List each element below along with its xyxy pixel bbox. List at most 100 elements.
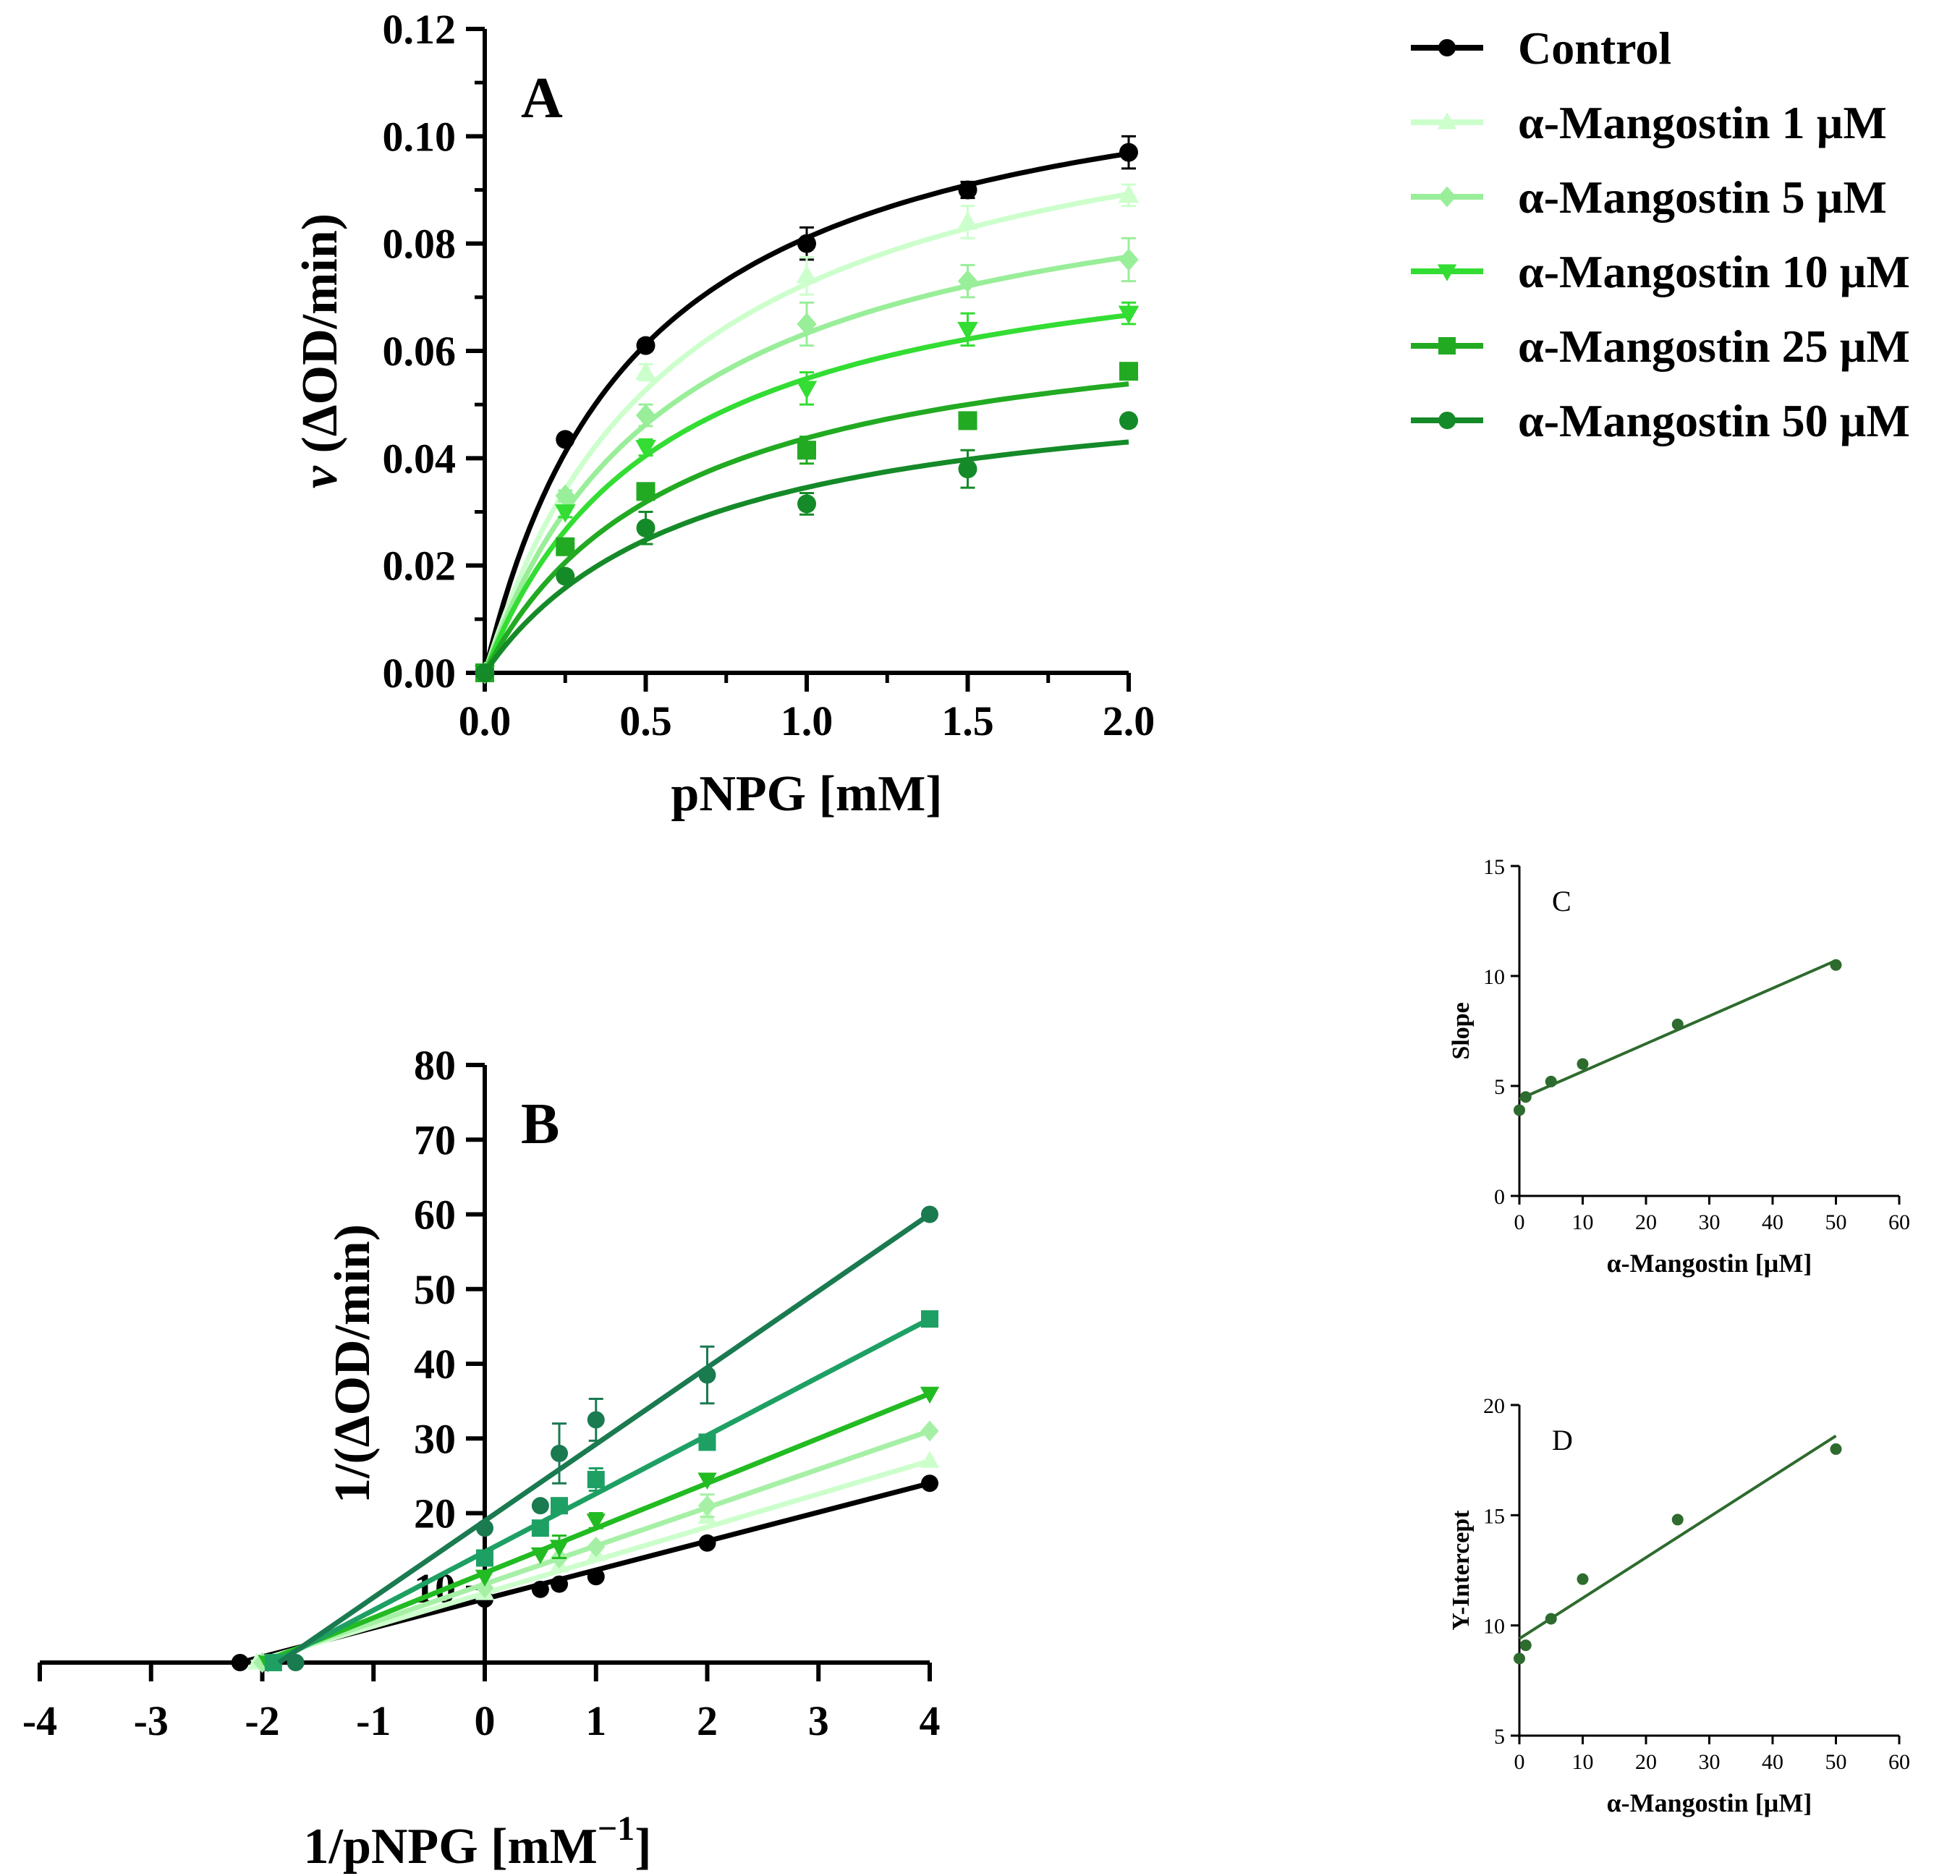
data-point [1118, 305, 1140, 325]
data-point [476, 1549, 493, 1567]
data-point [1119, 248, 1139, 271]
x-tick-label: 2 [697, 1697, 718, 1744]
y-axis-title: Slope [1448, 1002, 1475, 1059]
legend-swatch-marker [1437, 112, 1457, 130]
panel-label-a: A [521, 67, 563, 130]
y-tick-label: 0.04 [383, 435, 457, 482]
x-tick-label: -4 [22, 1697, 57, 1744]
x-axis-title-superscript: −1 [598, 1809, 635, 1848]
data-point [698, 1433, 716, 1451]
data-point [587, 1568, 605, 1586]
data-point [1519, 1091, 1532, 1103]
data-point [287, 1654, 305, 1671]
series-4 [475, 362, 1138, 682]
series-3 [258, 1386, 940, 1673]
y-tick-label: 70 [414, 1116, 456, 1163]
x-tick-label: 60 [1888, 1750, 1910, 1774]
x-tick-label: 1.0 [781, 697, 833, 744]
y-axis-title: Y-Intercept [1448, 1510, 1475, 1631]
fit-line [277, 1212, 931, 1665]
x-axis-title: α-Mangostin [µM] [1607, 1788, 1812, 1817]
data-point [1119, 362, 1138, 381]
data-point [1514, 1652, 1525, 1665]
chart-panel-a: 0.00 0.02 0.04 0.06 0.08 0.10 0.12 0.0 0.5 1.0 1.5… [292, 6, 1155, 822]
legend-swatch-marker [1438, 412, 1456, 429]
x-axis-title: pNPG [mM] [671, 766, 942, 822]
y-axis-title: v (ΔOD/min) [292, 213, 348, 488]
data-point [531, 1497, 549, 1515]
data-point [796, 265, 818, 284]
data-point [797, 494, 816, 514]
data-point [958, 180, 977, 200]
x-tick-label: 0 [1514, 1750, 1525, 1774]
y-tick-label: 20 [1483, 1394, 1505, 1418]
data-point [1545, 1075, 1557, 1087]
x-axis-title: α-Mangostin [µM] [1607, 1249, 1812, 1278]
x-tick-label: 20 [1635, 1750, 1657, 1774]
x-tick-label: 1.5 [941, 697, 994, 744]
x-tick-label: 0.0 [459, 697, 512, 744]
data-point [635, 404, 656, 427]
data-point [476, 1519, 493, 1537]
series-4 [264, 1310, 938, 1671]
x-tick-label: 2.0 [1103, 697, 1155, 744]
data-point [1671, 1514, 1684, 1526]
y-axis-title-italic: v [292, 465, 348, 488]
y-tick-label: 5 [1494, 1725, 1505, 1749]
x-tick-label: 50 [1825, 1750, 1847, 1774]
y-tick-label: 50 [414, 1266, 456, 1313]
panel-label-b: B [521, 1092, 559, 1156]
y-tick-label: 0 [1494, 1185, 1505, 1209]
chart-panel-c: 0 5 10 15 0 10 20 30 40 50 60 α-Mangostin [µM] Slope… [1448, 855, 1910, 1278]
x-tick-label: 3 [808, 1697, 829, 1744]
data-point [697, 1495, 717, 1516]
x-tick-label: -3 [134, 1697, 169, 1744]
data-point [530, 1547, 551, 1565]
fit-curve [483, 439, 1129, 675]
data-point [957, 321, 978, 341]
y-tick-label: 15 [1483, 855, 1505, 879]
data-point [587, 1536, 606, 1558]
y-tick-label: 0.02 [383, 543, 457, 590]
data-point [1671, 1018, 1684, 1030]
data-point [587, 1411, 605, 1429]
fit-line [250, 1458, 930, 1665]
legend-swatch-marker [1438, 186, 1456, 208]
y-axis-title-rest: (ΔOD/min) [292, 213, 348, 466]
data-point [636, 482, 656, 501]
data-point [551, 1575, 569, 1593]
x-tick-label: 0 [475, 1697, 496, 1744]
data-point [921, 1205, 938, 1223]
x-tick-label: 40 [1762, 1210, 1783, 1234]
legend-swatch-marker [1437, 264, 1457, 281]
y-tick-label: 0.08 [383, 221, 457, 268]
data-point [531, 1519, 549, 1537]
data-point [1119, 143, 1138, 162]
y-tick-label: 80 [414, 1042, 456, 1089]
x-tick-label: 40 [1762, 1750, 1783, 1774]
y-tick-label: 0.12 [383, 6, 457, 53]
legend-swatch-marker [1438, 39, 1456, 56]
series-5 [475, 411, 1138, 682]
data-point [554, 504, 576, 523]
y-tick-label: 15 [1483, 1504, 1505, 1528]
data-point [556, 430, 575, 449]
data-point [231, 1654, 249, 1671]
data-point [635, 440, 656, 459]
x-tick-label: 10 [1572, 1750, 1594, 1774]
x-tick-label: 50 [1825, 1210, 1847, 1234]
legend-item-3: α-Mangostin 10 µM [1411, 246, 1910, 297]
data-point [958, 459, 977, 479]
data-point [920, 1386, 940, 1404]
panel-label: C [1552, 885, 1571, 917]
y-tick-label: 20 [414, 1490, 456, 1537]
panel-label: D [1552, 1424, 1573, 1456]
data-point [1577, 1058, 1589, 1070]
legend-item-2: α-Mangostin 5 µM [1411, 171, 1887, 223]
chart-panel-d: 5 10 15 20 0 10 20 30 40 50 60 α-Mangostin [µM] Y-In… [1448, 1394, 1910, 1817]
legend-item-1: α-Mangostin 1 µM [1411, 97, 1887, 148]
data-point [1830, 959, 1842, 971]
data-point [1545, 1613, 1557, 1625]
x-tick-label: 20 [1635, 1210, 1657, 1234]
legend-item-4: α-Mangostin 25 µM [1411, 321, 1910, 372]
